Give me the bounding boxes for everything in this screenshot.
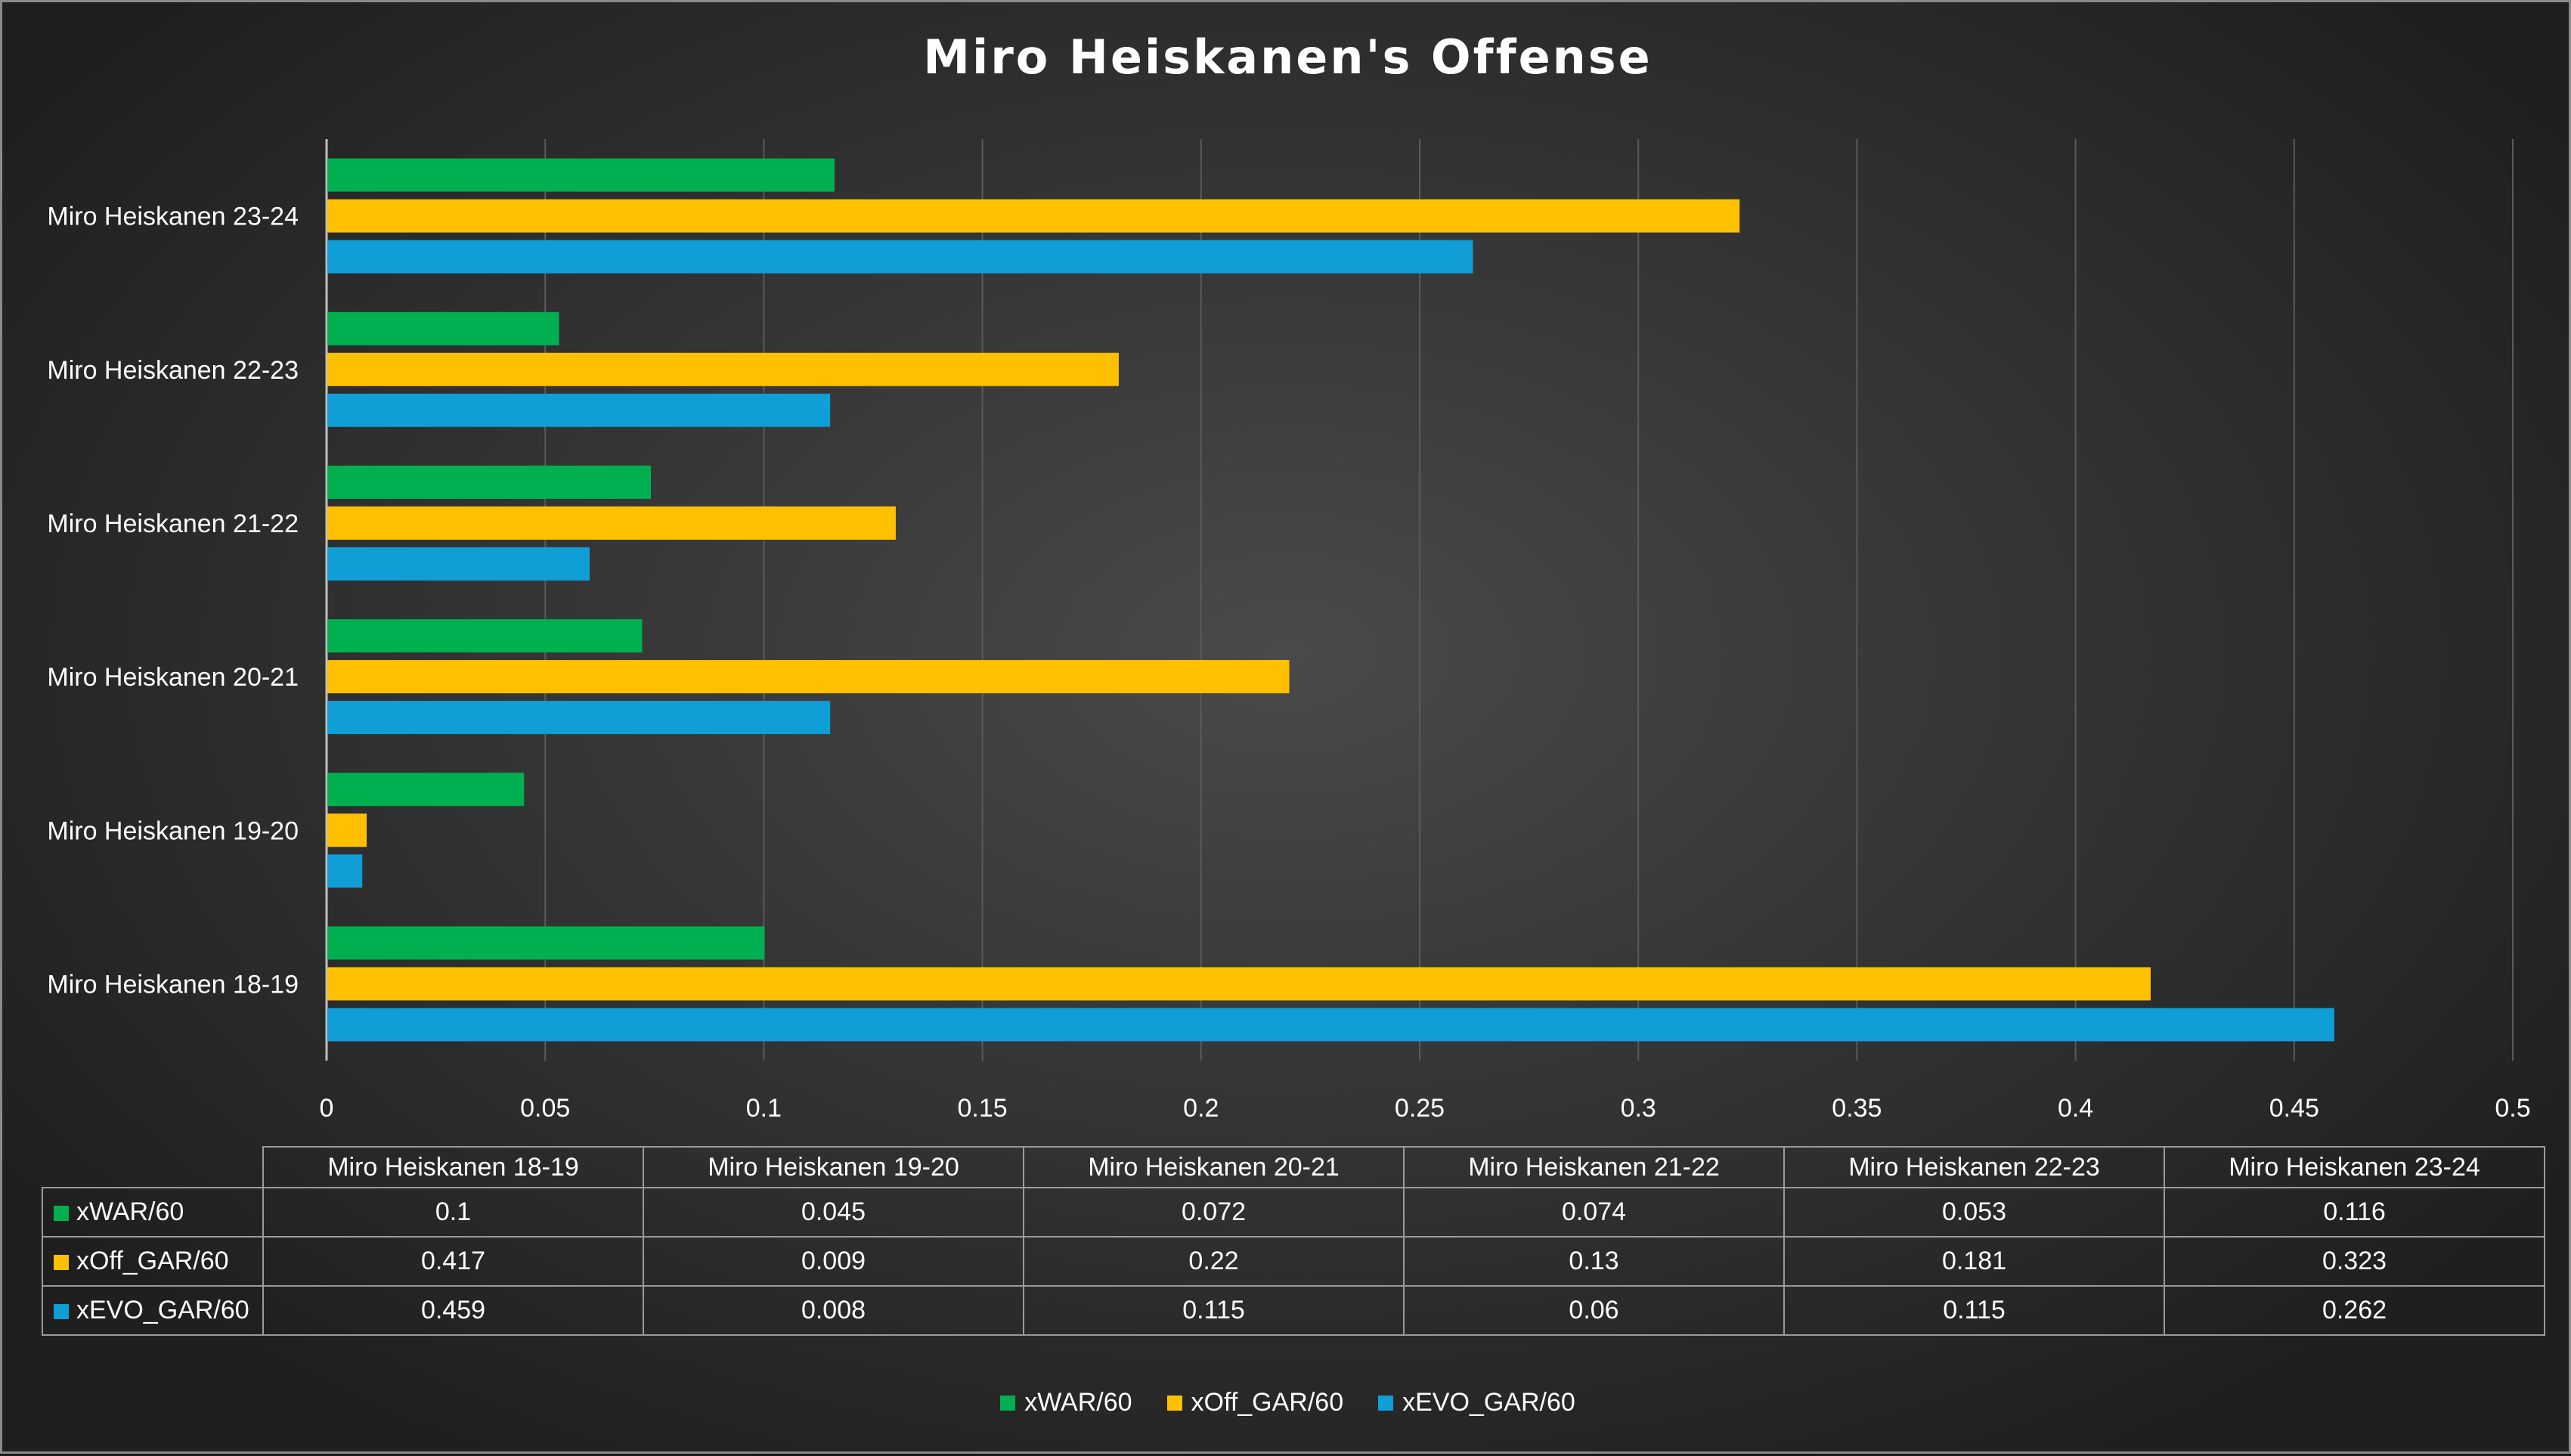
y-tick-label: Miro Heiskanen 20-21 <box>47 663 299 692</box>
x-tick-label: 0.35 <box>1832 1094 1882 1123</box>
legend-item: xOff_GAR/60 <box>1166 1388 1344 1417</box>
table-row-label-text: xOff_GAR/60 <box>76 1247 229 1275</box>
bar <box>327 1008 2334 1042</box>
table-corner <box>42 1147 264 1188</box>
table-column-header: Miro Heiskanen 19-20 <box>643 1146 1024 1188</box>
table-cell: 0.115 <box>1023 1285 1405 1336</box>
table-row: xWAR/60 0.1 0.045 0.072 0.074 0.053 0.116 <box>42 1187 2545 1238</box>
bar <box>327 158 835 192</box>
y-tick-label: Miro Heiskanen 18-19 <box>47 970 299 999</box>
table-cell: 0.053 <box>1783 1187 2165 1238</box>
legend-key-icon <box>54 1304 69 1320</box>
table-row-label: xEVO_GAR/60 <box>42 1285 264 1336</box>
table-cell: 0.009 <box>643 1236 1024 1287</box>
y-tick-label: Miro Heiskanen 21-22 <box>47 510 299 538</box>
table-cell: 0.115 <box>1783 1285 2165 1336</box>
table-cell: 0.181 <box>1783 1236 2165 1287</box>
x-tick-label: 0.45 <box>2269 1094 2319 1123</box>
bar <box>327 926 765 960</box>
table-row-label-text: xWAR/60 <box>76 1197 184 1226</box>
bar <box>327 199 1740 233</box>
x-tick-label: 0.25 <box>1395 1094 1445 1123</box>
table-row: xEVO_GAR/60 0.459 0.008 0.115 0.06 0.115 0.262 <box>42 1285 2545 1336</box>
table-row: xOff_GAR/60 0.417 0.009 0.22 0.13 0.181 0.323 <box>42 1236 2545 1287</box>
data-table: Miro Heiskanen 18-19 Miro Heiskanen 19-20… <box>42 1146 2545 1336</box>
table-cell: 0.045 <box>643 1187 1024 1238</box>
legend-swatch-icon <box>1000 1395 1016 1411</box>
legend-item: xWAR/60 <box>1000 1388 1132 1417</box>
table-column-header: Miro Heiskanen 20-21 <box>1023 1146 1405 1188</box>
table-cell: 0.417 <box>262 1236 644 1287</box>
x-tick-label: 0.5 <box>2495 1094 2530 1123</box>
bar <box>327 701 831 735</box>
table-cell: 0.262 <box>2164 1285 2545 1336</box>
bar <box>327 813 367 847</box>
x-tick-label: 0.15 <box>958 1094 1008 1123</box>
bar <box>327 854 363 888</box>
bar <box>327 240 1473 274</box>
bar <box>327 660 1290 694</box>
x-tick-label: 0.1 <box>746 1094 782 1123</box>
table-cell: 0.008 <box>643 1285 1024 1336</box>
table-column-header: Miro Heiskanen 18-19 <box>262 1146 644 1188</box>
bar <box>327 393 831 427</box>
x-tick-label: 0.3 <box>1621 1094 1656 1123</box>
table-column-header: Miro Heiskanen 22-23 <box>1783 1146 2165 1188</box>
legend-swatch-icon <box>1166 1395 1182 1411</box>
bar <box>327 465 652 499</box>
bar <box>327 352 1119 386</box>
table-cell: 0.116 <box>2164 1187 2545 1238</box>
bar <box>327 773 525 807</box>
chart-title: Miro Heiskanen's Offense <box>923 29 1653 85</box>
table-cell: 0.06 <box>1403 1285 1785 1336</box>
table-cell: 0.22 <box>1023 1236 1405 1287</box>
legend-label: xWAR/60 <box>1024 1388 1132 1417</box>
table-cell: 0.323 <box>2164 1236 2545 1287</box>
table-body: xWAR/60 0.1 0.045 0.072 0.074 0.053 0.116 xOff_… <box>42 1187 2545 1336</box>
y-tick-label: Miro Heiskanen 23-24 <box>47 203 299 231</box>
legend-key-icon <box>54 1206 69 1222</box>
bar <box>327 311 559 345</box>
table-cell: 0.074 <box>1403 1187 1785 1238</box>
table-row-label: xWAR/60 <box>42 1187 264 1238</box>
table-cell: 0.459 <box>262 1285 644 1336</box>
legend-item: xEVO_GAR/60 <box>1378 1388 1575 1417</box>
table-column-header: Miro Heiskanen 23-24 <box>2164 1146 2545 1188</box>
x-tick-label: 0.05 <box>520 1094 570 1123</box>
table-cell: 0.13 <box>1403 1236 1785 1287</box>
bar <box>327 547 590 581</box>
table-cell: 0.072 <box>1023 1187 1405 1238</box>
table-row-label: xOff_GAR/60 <box>42 1236 264 1287</box>
bar <box>327 967 2151 1001</box>
table-row-label-text: xEVO_GAR/60 <box>76 1296 249 1324</box>
table-header-row: Miro Heiskanen 18-19 Miro Heiskanen 19-20… <box>42 1146 2545 1188</box>
y-tick-label: Miro Heiskanen 19-20 <box>47 816 299 845</box>
y-tick-label: Miro Heiskanen 22-23 <box>47 356 299 385</box>
legend: xWAR/60 xOff_GAR/60 xEVO_GAR/60 <box>2 1388 2571 1417</box>
x-tick-label: 0 <box>320 1094 334 1123</box>
x-tick-label: 0.4 <box>2058 1094 2093 1123</box>
bar <box>327 619 643 653</box>
x-tick-label: 0.2 <box>1183 1094 1219 1123</box>
legend-swatch-icon <box>1378 1395 1394 1411</box>
table-column-header: Miro Heiskanen 21-22 <box>1403 1146 1785 1188</box>
legend-label: xOff_GAR/60 <box>1191 1388 1344 1417</box>
table-cell: 0.1 <box>262 1187 644 1238</box>
legend-label: xEVO_GAR/60 <box>1402 1388 1575 1417</box>
bar <box>327 506 896 540</box>
legend-key-icon <box>54 1255 69 1271</box>
